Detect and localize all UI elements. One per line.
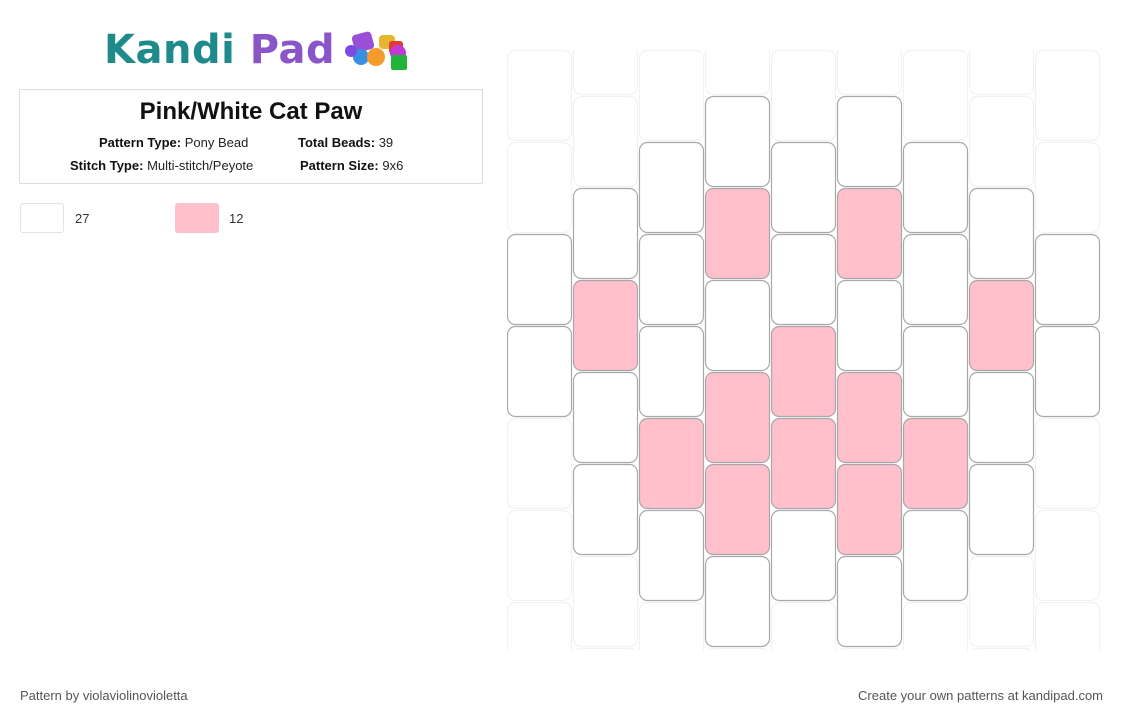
bead-ghost	[968, 95, 1035, 188]
bead-white[interactable]	[902, 233, 969, 326]
kandi-pad-logo[interactable]: Kandi Pad	[104, 28, 419, 72]
bead-ghost	[1034, 601, 1101, 650]
stitch-type-value: Multi-stitch/Peyote	[147, 158, 254, 173]
bead-pattern-grid	[507, 50, 1101, 650]
bead-ghost	[1034, 509, 1101, 602]
total-beads-row: Total Beads: 39	[298, 135, 393, 150]
pattern-size-label: Pattern Size:	[300, 158, 379, 173]
pattern-info-card: Pink/White Cat Paw Pattern Type: Pony Be…	[19, 89, 483, 184]
bead-ghost	[572, 50, 639, 96]
bead-ghost	[507, 601, 573, 650]
logo-word-kandi: Kandi	[104, 27, 236, 73]
bead-white[interactable]	[638, 233, 705, 326]
bead-pink[interactable]	[968, 279, 1035, 372]
bead-white[interactable]	[638, 325, 705, 418]
bead-ghost	[968, 555, 1035, 648]
footer-author: Pattern by violaviolinovioletta	[20, 688, 188, 703]
bead-white[interactable]	[902, 509, 969, 602]
bead-ghost	[638, 50, 705, 142]
total-beads-label: Total Beads:	[298, 135, 376, 150]
bead-pink[interactable]	[704, 187, 771, 280]
stitch-type-label: Stitch Type:	[70, 158, 144, 173]
bead-white[interactable]	[704, 95, 771, 188]
bead-ghost	[902, 50, 969, 142]
pattern-type-label: Pattern Type:	[99, 135, 182, 150]
bead-ghost	[1034, 50, 1101, 142]
bead-white[interactable]	[572, 463, 639, 556]
legend-count-pink: 12	[229, 211, 244, 226]
bead-ghost	[707, 647, 768, 650]
legend-count-white: 27	[75, 211, 90, 226]
bead-ghost	[968, 50, 1035, 96]
bead-white[interactable]	[638, 141, 705, 234]
bead-ghost	[638, 601, 705, 650]
bead-pink[interactable]	[704, 463, 771, 556]
bead-ghost	[1034, 141, 1101, 234]
bead-white[interactable]	[968, 187, 1035, 280]
bead-white[interactable]	[1034, 233, 1101, 326]
bead-white[interactable]	[770, 141, 837, 234]
beads-pile-icon	[345, 31, 408, 70]
bead-white[interactable]	[572, 371, 639, 464]
logo-wordmark: Kandi Pad	[104, 28, 335, 72]
pattern-size-row: Pattern Size: 9x6	[300, 158, 403, 173]
bead-pink[interactable]	[836, 187, 903, 280]
bead-pink[interactable]	[902, 417, 969, 510]
bead-ghost	[572, 95, 639, 188]
bead-ghost	[770, 601, 837, 650]
bead-white[interactable]	[572, 187, 639, 280]
bead-white[interactable]	[902, 325, 969, 418]
bead-white[interactable]	[770, 509, 837, 602]
bead-ghost	[770, 50, 837, 142]
bead-pink[interactable]	[704, 371, 771, 464]
bead-white[interactable]	[836, 95, 903, 188]
bead-white[interactable]	[507, 325, 573, 418]
bead-ghost	[572, 555, 639, 648]
bead-pink[interactable]	[836, 371, 903, 464]
bead-ghost	[704, 50, 771, 96]
bead-pink[interactable]	[638, 417, 705, 510]
footer-kandipad-link[interactable]: Create your own patterns at kandipad.com	[858, 688, 1103, 703]
bead-pink[interactable]	[836, 463, 903, 556]
pattern-type-value: Pony Bead	[184, 135, 249, 150]
bead-white[interactable]	[836, 555, 903, 648]
total-beads-value: 39	[378, 135, 394, 150]
bead-pink[interactable]	[770, 417, 837, 510]
bead-ghost	[507, 141, 573, 234]
bead-ghost	[971, 647, 1032, 650]
bead-ghost	[839, 647, 900, 650]
bead-ghost	[507, 509, 573, 602]
bead-ghost	[902, 601, 969, 650]
bead-white[interactable]	[638, 509, 705, 602]
pattern-title: Pink/White Cat Paw	[139, 98, 363, 125]
bead-white[interactable]	[968, 463, 1035, 556]
bead-white[interactable]	[1034, 325, 1101, 418]
bead-white[interactable]	[704, 555, 771, 648]
legend-swatch-pink	[175, 203, 219, 233]
bead-ghost	[1034, 417, 1101, 510]
bead-ghost	[575, 647, 636, 650]
bead-white[interactable]	[704, 279, 771, 372]
pattern-size-value: 9x6	[382, 158, 404, 173]
legend-swatch-white	[20, 203, 64, 233]
stitch-type-row: Stitch Type: Multi-stitch/Peyote	[70, 158, 253, 173]
bead-white[interactable]	[902, 141, 969, 234]
bead-ghost	[507, 50, 573, 142]
bead-ghost	[507, 417, 573, 510]
bead-pink[interactable]	[770, 325, 837, 418]
bead-white[interactable]	[770, 233, 837, 326]
pattern-type-row: Pattern Type: Pony Bead	[99, 135, 248, 150]
bead-pink[interactable]	[572, 279, 639, 372]
logo-word-pad: Pad	[249, 27, 336, 73]
bead-ghost	[836, 50, 903, 96]
bead-white[interactable]	[968, 371, 1035, 464]
bead-white[interactable]	[836, 279, 903, 372]
bead-white[interactable]	[507, 233, 573, 326]
